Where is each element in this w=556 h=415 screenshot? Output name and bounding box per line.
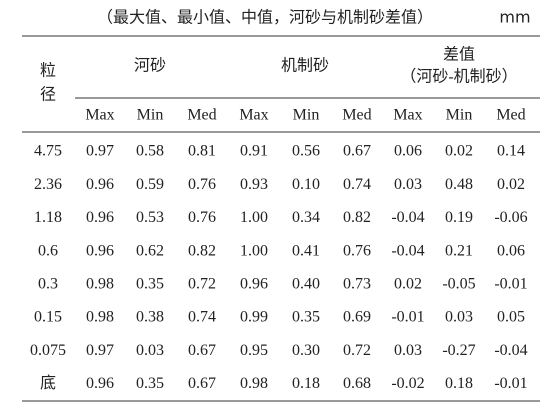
subheader: Min (137, 107, 164, 124)
cell: 1.00 (240, 242, 268, 259)
cell: 0.96 (240, 275, 268, 292)
cell: 0.95 (240, 342, 268, 359)
subheader: Max (85, 107, 114, 124)
cell: 0.67 (188, 375, 216, 392)
cell: 0.91 (240, 143, 268, 160)
cell: 0.76 (343, 242, 371, 259)
cell: 0.03 (394, 342, 422, 359)
group-header: 河砂 (134, 57, 166, 75)
cell: -0.05 (442, 275, 475, 292)
row-label: 0.3 (38, 275, 58, 292)
cell: 0.14 (497, 143, 525, 160)
row-label: 4.75 (34, 143, 62, 160)
cell: 0.34 (292, 209, 320, 226)
cell: 0.02 (445, 143, 473, 160)
row-header: 径 (40, 86, 56, 104)
group-header: 机制砂 (281, 57, 329, 75)
cell: 0.06 (394, 143, 422, 160)
cell: 0.69 (343, 309, 371, 326)
cell: 0.41 (292, 242, 320, 259)
cell: 0.96 (86, 375, 114, 392)
cell: 0.03 (394, 176, 422, 193)
cell: -0.02 (391, 375, 424, 392)
cell: 0.56 (292, 143, 320, 160)
subheader: Min (293, 107, 320, 124)
cell: 0.72 (188, 275, 216, 292)
cell: 0.67 (188, 342, 216, 359)
cell: -0.04 (391, 242, 424, 259)
cell: 0.02 (497, 176, 525, 193)
cell: 0.18 (292, 375, 320, 392)
cell: 0.96 (86, 209, 114, 226)
cell: 0.06 (497, 242, 525, 259)
cell: -0.01 (494, 275, 527, 292)
cell: 0.82 (188, 242, 216, 259)
row-label: 底 (40, 374, 56, 392)
row-label: 0.6 (38, 242, 58, 259)
cell: -0.01 (494, 375, 527, 392)
cell: 0.02 (394, 275, 422, 292)
cell: 0.67 (343, 143, 371, 160)
subheader: Max (239, 107, 268, 124)
group-header: 差值 (443, 46, 475, 64)
row-header: 粒 (40, 62, 56, 80)
row-label: 0.075 (30, 342, 66, 359)
cell: 0.97 (86, 342, 114, 359)
cell: 0.74 (188, 309, 216, 326)
row-label: 0.15 (34, 309, 62, 326)
cell: 0.99 (240, 309, 268, 326)
row-label: 2.36 (34, 176, 62, 193)
cell: 0.98 (86, 309, 114, 326)
subheader: Med (496, 107, 525, 124)
cell: 0.82 (343, 209, 371, 226)
cell: 0.98 (240, 375, 268, 392)
title: （最大值、最小值、中值，河砂与机制砂差值） (97, 8, 433, 27)
subheader: Min (446, 107, 473, 124)
cell: 0.58 (136, 143, 164, 160)
cell: 0.81 (188, 143, 216, 160)
cell: 0.18 (445, 375, 473, 392)
cell: 0.30 (292, 342, 320, 359)
cell: -0.27 (442, 342, 475, 359)
cell: 0.72 (343, 342, 371, 359)
cell: 0.19 (445, 209, 473, 226)
cell: 0.96 (86, 176, 114, 193)
cell: -0.04 (391, 209, 424, 226)
unit: mm (499, 8, 530, 27)
cell: 0.35 (292, 309, 320, 326)
cell: 1.00 (240, 209, 268, 226)
row-label: 1.18 (34, 209, 62, 226)
cell: 0.76 (188, 176, 216, 193)
cell: 0.40 (292, 275, 320, 292)
cell: 0.10 (292, 176, 320, 193)
cell: 0.97 (86, 143, 114, 160)
cell: 0.35 (136, 375, 164, 392)
cell: 0.05 (497, 309, 525, 326)
cell: 0.38 (136, 309, 164, 326)
subheader: Med (342, 107, 371, 124)
subheader: Med (187, 107, 216, 124)
cell: 0.59 (136, 176, 164, 193)
cell: 0.68 (343, 375, 371, 392)
cell: -0.06 (494, 209, 527, 226)
cell: 0.48 (445, 176, 473, 193)
cell: 0.62 (136, 242, 164, 259)
cell: 0.21 (445, 242, 473, 259)
cell: 0.74 (343, 176, 371, 193)
cell: 0.76 (188, 209, 216, 226)
cell: 0.93 (240, 176, 268, 193)
cell: -0.01 (391, 309, 424, 326)
cell: 0.73 (343, 275, 371, 292)
cell: 0.96 (86, 242, 114, 259)
group-header: （河砂-机制砂） (400, 68, 517, 86)
cell: 0.03 (136, 342, 164, 359)
cell: 0.53 (136, 209, 164, 226)
cell: 0.98 (86, 275, 114, 292)
cell: -0.04 (494, 342, 527, 359)
subheader: Max (393, 107, 422, 124)
cell: 0.03 (445, 309, 473, 326)
cell: 0.35 (136, 275, 164, 292)
